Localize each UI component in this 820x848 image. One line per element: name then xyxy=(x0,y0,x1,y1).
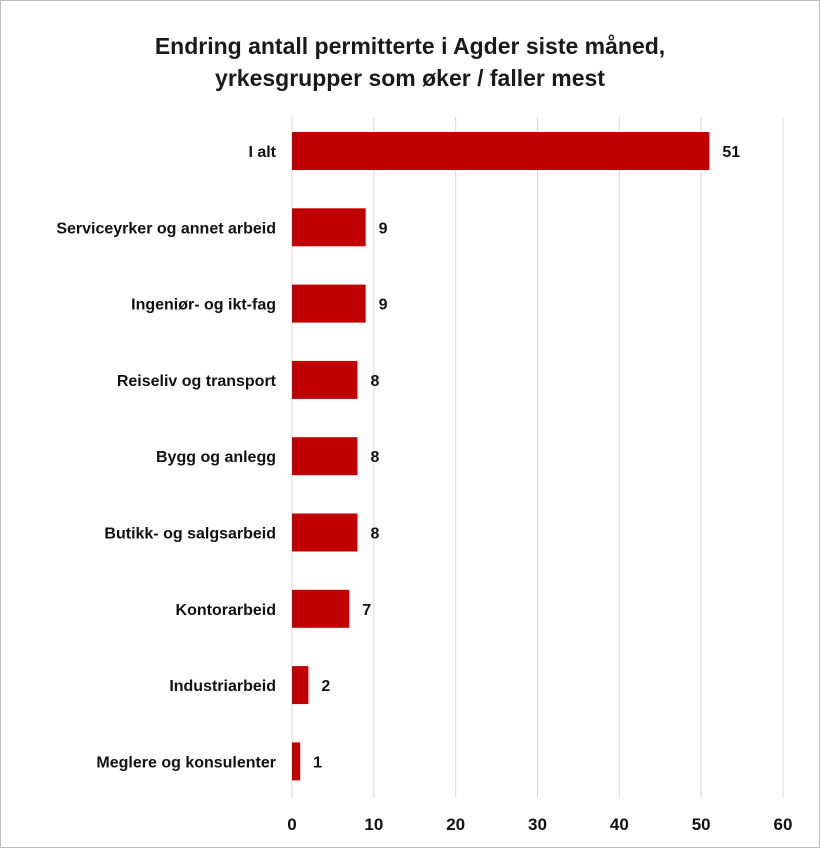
chart-title-line-2: yrkesgrupper som øker / faller mest xyxy=(215,65,605,91)
data-label: 8 xyxy=(370,449,379,466)
x-tick-label: 50 xyxy=(692,815,711,834)
bar xyxy=(292,284,366,323)
bar xyxy=(292,132,710,170)
x-tick-label: 30 xyxy=(528,815,547,834)
bar xyxy=(292,437,358,476)
category-label: Meglere og konsulenter xyxy=(96,754,276,771)
data-label: 9 xyxy=(379,220,388,237)
x-tick-label: 60 xyxy=(774,815,793,834)
data-label: 9 xyxy=(379,297,388,314)
category-label: Kontorarbeid xyxy=(176,602,276,619)
category-label: Bygg og anlegg xyxy=(156,449,276,466)
bar xyxy=(292,742,301,781)
x-tick-label: 0 xyxy=(287,815,296,834)
category-label: I alt xyxy=(248,144,276,161)
chart-title-line-1: Endring antall permitterte i Agder siste… xyxy=(154,33,666,59)
bar xyxy=(292,589,350,628)
data-label: 7 xyxy=(362,602,371,619)
data-label: 51 xyxy=(722,144,740,161)
bar xyxy=(292,513,358,552)
x-tick-label: 40 xyxy=(610,815,629,834)
bar xyxy=(292,360,358,399)
data-label: 1 xyxy=(313,754,322,771)
data-label: 8 xyxy=(370,526,379,543)
chart-title: Endring antall permitterte i Agder siste… xyxy=(0,30,820,94)
category-label: Reiseliv og transport xyxy=(117,373,277,390)
data-label: 2 xyxy=(321,678,330,695)
x-tick-label: 20 xyxy=(446,815,465,834)
bars xyxy=(292,132,710,781)
data-label: 8 xyxy=(370,373,379,390)
x-axis-ticks: 0 10 20 30 40 50 60 xyxy=(287,815,792,834)
category-label: Industriarbeid xyxy=(169,678,276,695)
bar xyxy=(292,208,366,247)
category-label: Serviceyrker og annet arbeid xyxy=(56,220,276,237)
category-label: Ingeniør- og ikt-fag xyxy=(131,297,276,314)
category-labels: I alt Serviceyrker og annet arbeid Ingeniø… xyxy=(56,144,276,771)
data-labels: 51 9 9 8 8 8 7 2 1 xyxy=(313,144,740,771)
x-tick-label: 10 xyxy=(364,815,383,834)
category-label: Butikk- og salgsarbeid xyxy=(104,526,276,543)
bar xyxy=(292,666,309,705)
